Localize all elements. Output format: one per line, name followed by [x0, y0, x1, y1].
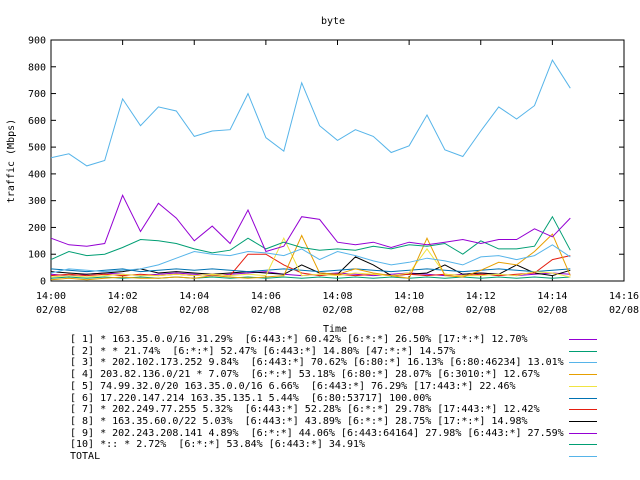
- x-tick-date-label: 02/08: [466, 305, 496, 316]
- x-tick-time-label: 14:12: [466, 291, 496, 302]
- legend-label: [ 4] 203.82.136.0/21 * 7.07% [6:*:*] 53.…: [70, 369, 540, 381]
- x-tick-time-label: 14:14: [537, 291, 567, 302]
- legend-label: TOTAL: [70, 451, 101, 462]
- legend-label: [10] *:: * 2.72% [6:*:*] 53.84% [6:443:*…: [70, 439, 366, 451]
- legend-entry: [ 1] * 163.35.0.0/16 31.29% [6:443:*] 60…: [0, 334, 640, 345]
- series-line-7: [50, 253, 571, 277]
- legend-entry: [ 3] * 202.102.173.252 9.84% [6:443:*] 7…: [0, 357, 640, 368]
- legend-entry: [ 9] * 202.243.208.141 4.89% [6:*:*] 44.…: [0, 428, 640, 439]
- chart-title: byte: [321, 16, 345, 27]
- legend-entry: TOTAL: [0, 451, 640, 462]
- legend-swatch: [569, 350, 597, 352]
- x-axis-label: Time: [323, 324, 347, 334]
- y-tick-label: 400: [28, 169, 46, 180]
- y-tick-label: 700: [28, 89, 46, 100]
- x-tick-time-label: 14:00: [36, 291, 66, 302]
- y-tick-label: 900: [28, 36, 46, 47]
- legend-swatch: [569, 374, 597, 376]
- x-tick-date-label: 02/08: [108, 305, 138, 316]
- legend-label: [ 1] * 163.35.0.0/16 31.29% [6:443:*] 60…: [70, 334, 528, 345]
- legend-swatch: [569, 420, 597, 422]
- legend-swatch: [569, 444, 597, 446]
- y-tick-label: 500: [28, 143, 46, 154]
- y-tick-label: 0: [40, 277, 46, 288]
- x-tick-time-label: 14:02: [108, 291, 138, 302]
- legend-label: [ 5] 74.99.32.0/20 163.35.0.0/16 6.66% […: [70, 380, 516, 392]
- series-line-3: [50, 244, 571, 274]
- series-line-8: [50, 256, 571, 277]
- legend-entry: [ 5] 74.99.32.0/20 163.35.0.0/16 6.66% […: [0, 381, 640, 392]
- x-tick-time-label: 14:16: [609, 291, 639, 302]
- legend-label: [ 2] * * 21.74% [6:*:*] 52.47% [6:443:*]…: [70, 345, 456, 357]
- x-tick-date-label: 02/08: [537, 305, 567, 316]
- y-tick-label: 800: [28, 62, 46, 73]
- series-line-6: [50, 268, 571, 273]
- plot-area: 0 100 200 300 400 500 600 700 800 900 14:00 02/08 14…: [28, 36, 639, 317]
- y-tick-label: 100: [28, 250, 46, 261]
- x-tick-date-label: 02/08: [609, 305, 639, 316]
- x-tick-time-label: 14:08: [322, 291, 352, 302]
- y-axis-label: traffic (Mbps): [6, 119, 17, 203]
- x-tick-date-label: 02/08: [36, 305, 66, 316]
- x-tick-date-label: 02/08: [322, 305, 352, 316]
- legend-label: [ 8] * 163.35.60.0/22 5.03% [6:443:*] 43…: [70, 415, 528, 427]
- legend-entry: [ 8] * 163.35.60.0/22 5.03% [6:443:*] 43…: [0, 416, 640, 427]
- y-tick-label: 600: [28, 116, 46, 127]
- legend-entry: [ 2] * * 21.74% [6:*:*] 52.47% [6:443:*]…: [0, 346, 640, 357]
- legend-swatch: [569, 432, 597, 434]
- series-line-1: [50, 194, 571, 253]
- x-tick-date-label: 02/08: [394, 305, 424, 316]
- legend-swatch: [569, 362, 597, 364]
- series-line-2: [50, 215, 571, 261]
- legend-entry: [ 7] * 202.249.77.255 5.32% [6:443:*] 52…: [0, 404, 640, 415]
- legend-label: [ 7] * 202.249.77.255 5.32% [6:443:*] 52…: [70, 404, 540, 416]
- legend-entry: [ 6] 17.220.147.214 163.35.135.1 5.44% […: [0, 393, 640, 404]
- plot-frame: [50, 39, 625, 282]
- legend-label: [ 6] 17.220.147.214 163.35.135.1 5.44% […: [70, 392, 432, 404]
- x-tick-time-label: 14:04: [179, 291, 209, 302]
- legend-swatch: [569, 456, 597, 457]
- x-tick-date-label: 02/08: [251, 305, 281, 316]
- x-tick-time-label: 14:06: [251, 291, 281, 302]
- x-tick-time-label: 14:10: [394, 291, 424, 302]
- x-tick-date-label: 02/08: [179, 305, 209, 316]
- legend-swatch: [569, 339, 597, 340]
- y-tick-label: 300: [28, 196, 46, 207]
- series-line-5: [50, 237, 571, 278]
- legend-swatch: [569, 409, 597, 411]
- legend-label: [ 9] * 202.243.208.141 4.89% [6:*:*] 44.…: [70, 427, 564, 439]
- legend-swatch: [569, 385, 597, 387]
- y-tick-label: 200: [28, 223, 46, 234]
- series-line-11: [50, 59, 571, 167]
- legend-entry: [10] *:: * 2.72% [6:*:*] 53.84% [6:443:*…: [0, 439, 640, 450]
- legend-swatch: [569, 397, 597, 399]
- series-line-10: [50, 276, 571, 279]
- traffic-chart: byte traffic (Mbps) Time 0 100 200 300 400 50…: [6, 16, 639, 334]
- legend-label: [ 3] * 202.102.173.252 9.84% [6:443:*] 7…: [70, 357, 564, 369]
- legend-entry: [ 4] 203.82.136.0/21 * 7.07% [6:*:*] 53.…: [0, 369, 640, 380]
